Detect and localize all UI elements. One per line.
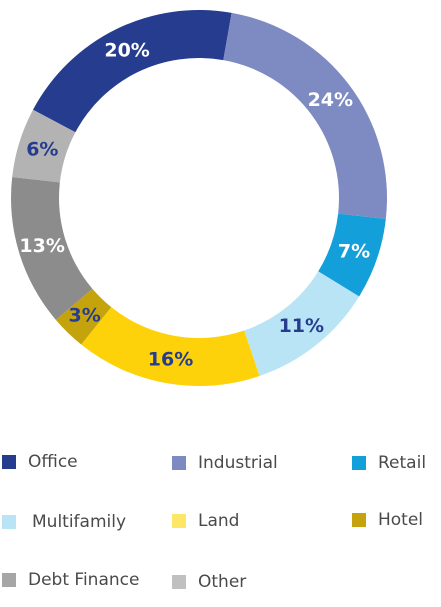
legend-label-industrial: Industrial	[198, 453, 278, 473]
legend-label-other: Other	[198, 572, 247, 592]
legend-item-other: Other	[172, 571, 246, 593]
legend-label-multifamily: Multifamily	[32, 512, 127, 532]
slice-multifamily	[244, 271, 360, 376]
legend-label-office: Office	[28, 452, 78, 472]
slice-land	[81, 307, 260, 386]
slice-office	[33, 10, 232, 133]
legend-swatch-office	[2, 455, 16, 469]
slice-label-retail: 7%	[338, 240, 370, 262]
slice-label-other: 6%	[26, 139, 58, 161]
legend-label-retail: Retail	[378, 453, 427, 473]
slice-retail	[318, 213, 386, 297]
legend-item-hotel: Hotel	[352, 509, 423, 531]
legend-item-industrial: Industrial	[172, 452, 278, 474]
donut-chart: 20% 24% 7% 11% 16% 3% 13% 6%	[11, 10, 387, 386]
legend-swatch-multifamily	[2, 515, 16, 529]
slice-label-office: 20%	[104, 40, 149, 62]
legend-swatch-land	[172, 514, 186, 528]
slice-label-hotel: 3%	[69, 305, 101, 327]
legend-swatch-other	[172, 575, 186, 589]
slice-label-multifamily: 11%	[279, 315, 324, 337]
slice-label-debt-finance: 13%	[19, 235, 64, 257]
legend-swatch-debt-finance	[2, 573, 16, 587]
legend-swatch-industrial	[172, 456, 186, 470]
legend-item-multifamily: Multifamily	[2, 511, 126, 533]
legend-item-land: Land	[172, 510, 239, 532]
legend-item-office: Office	[2, 451, 78, 473]
slice-debt-finance	[11, 177, 93, 320]
slice-other	[12, 109, 76, 183]
legend-item-debt-finance: Debt Finance	[2, 569, 139, 591]
legend-swatch-retail	[352, 456, 366, 470]
slice-hotel	[55, 288, 112, 345]
legend-item-retail: Retail	[352, 452, 426, 474]
slice-label-industrial: 24%	[308, 89, 353, 111]
legend-label-debt-finance: Debt Finance	[28, 570, 140, 590]
legend-swatch-hotel	[352, 513, 366, 527]
legend-label-hotel: Hotel	[378, 510, 424, 530]
legend-label-land: Land	[198, 511, 240, 531]
slice-label-land: 16%	[148, 349, 193, 371]
slice-industrial	[223, 12, 387, 219]
